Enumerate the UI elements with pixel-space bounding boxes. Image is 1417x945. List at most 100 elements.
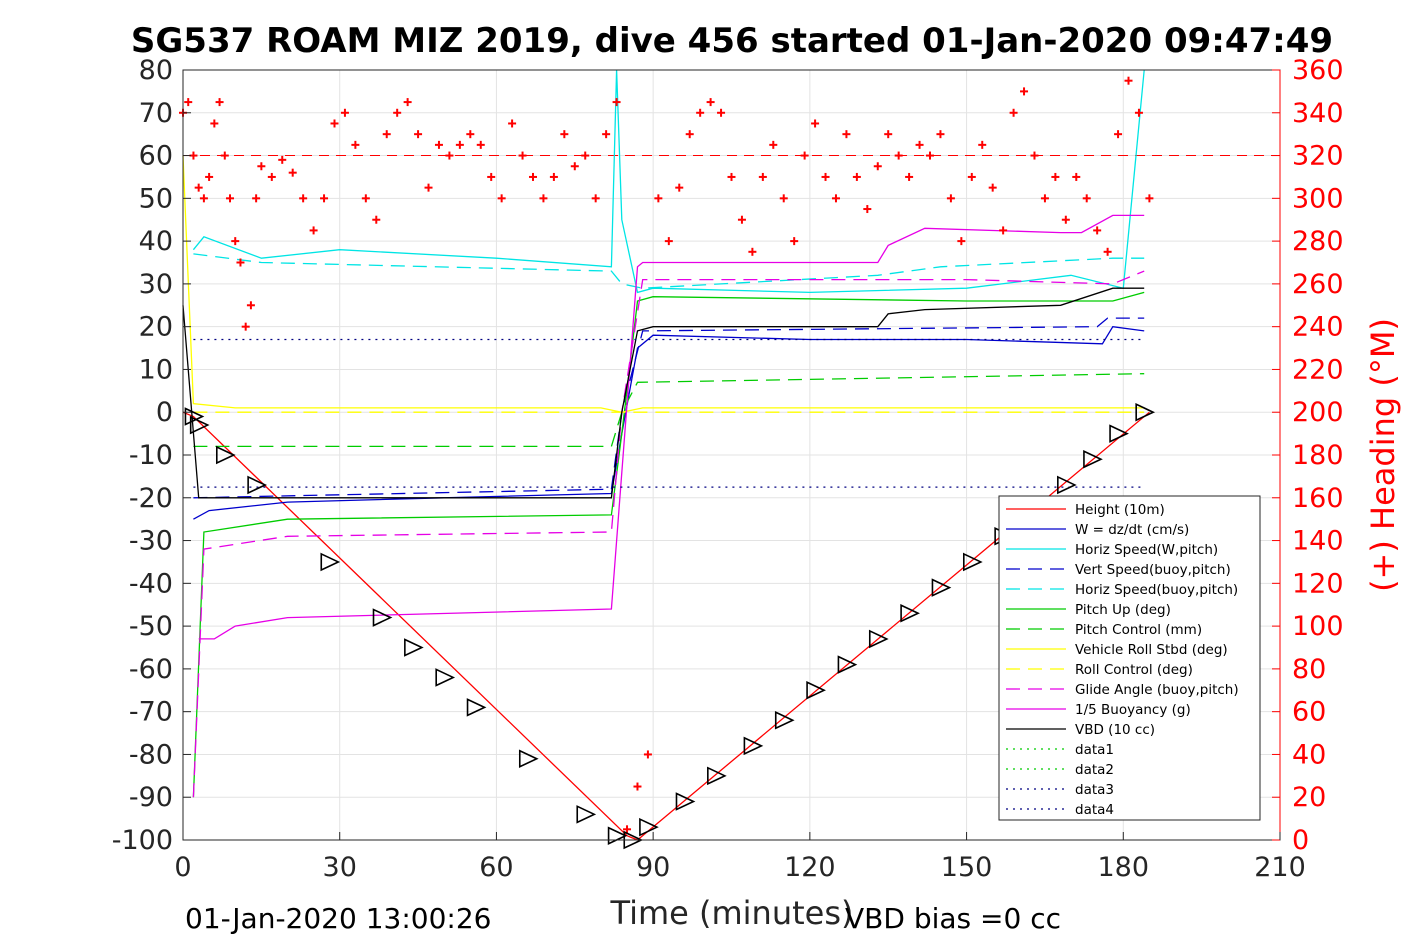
heading-point [231,237,240,246]
dive-marker [466,698,487,717]
heading-point [1103,247,1112,256]
y-right-tick-label: 100 [1292,611,1344,642]
y-right-tick-label: 340 [1292,98,1344,129]
heading-point [685,130,694,139]
y-right-tick-label: 180 [1292,440,1344,471]
dive-marker [320,552,341,572]
heading-point [215,98,224,107]
heading-point [748,247,757,256]
heading-point [393,108,402,117]
y-tick-label: 0 [156,397,173,428]
heading-point [309,226,318,235]
heading-point [675,183,684,192]
dive-marker [184,407,205,426]
heading-point [560,130,569,139]
heading-point [779,194,788,203]
y-tick-label: -100 [112,825,173,856]
heading-point [508,119,517,128]
dive-marker [868,629,889,649]
heading-point [988,183,997,192]
y-tick-label: 20 [139,312,173,343]
heading-point [863,205,872,214]
y-tick-label: 50 [139,183,173,214]
heading-point [967,172,976,181]
heading-point [633,782,642,791]
heading-point [706,98,715,107]
dive-marker [1109,424,1129,443]
dive-marker [518,749,539,768]
dive-marker [707,766,727,786]
x-tick-label: 210 [1254,852,1306,883]
legend-label-1: W = dz/dt (cm/s) [1075,522,1189,538]
y-tick-label: 80 [139,55,173,86]
heading-point [372,215,381,224]
heading-point [257,162,266,171]
y-tick-label: 10 [139,354,173,385]
series-line-11 [182,287,1145,499]
y-tick-label: -50 [129,611,173,642]
heading-point [612,98,621,107]
legend-box [998,495,1261,821]
series-line-7 [182,155,1145,413]
heading-point [926,151,935,160]
y-tick-label: -90 [129,782,173,813]
y-right-tick-label: 200 [1292,397,1344,428]
heading-point [361,194,370,203]
heading-point [466,130,475,139]
heading-point [320,194,329,203]
y-right-tick-label: 160 [1292,483,1344,514]
legend-label-5: Pitch Up (deg) [1075,602,1171,618]
heading-point [591,194,600,203]
x-tick-label: 120 [784,852,836,883]
heading-point [811,119,820,128]
heading-point [288,168,297,177]
y-right-tick-label: 120 [1292,568,1344,599]
heading-point [873,162,882,171]
heading-point [226,194,235,203]
heading-point [852,172,861,181]
heading-point [1124,76,1133,85]
dive-marker [962,552,983,572]
heading-point [790,237,799,246]
heading-point [434,140,443,149]
heading-point [246,301,255,310]
dive-marker [404,638,424,657]
heading-point [623,825,632,834]
series-line-3 [193,317,1145,499]
heading-point [936,130,945,139]
y-right-tick-label: 280 [1292,226,1344,257]
legend-label-11: VBD (10 cc) [1075,722,1155,738]
heading-point [205,172,214,181]
legend-label-6: Pitch Control (mm) [1075,622,1202,638]
legend-label-7: Vehicle Roll Stbd (deg) [1075,642,1228,658]
heading-point [1093,226,1102,235]
y-tick-label: -40 [129,568,173,599]
heading-point [643,750,652,759]
x-tick-label: 180 [1098,852,1150,883]
heading-point [1040,194,1049,203]
heading-point [445,151,454,160]
heading-point [1114,130,1123,139]
y-right-tick-label: 0 [1292,825,1309,856]
y-axis-right-label: (+) Heading (°M) [1364,318,1402,592]
heading-point [241,322,250,331]
heading-point [758,172,767,181]
heading-point [737,215,746,224]
series-line-10 [198,214,1145,640]
heading-point [884,130,893,139]
y-axis-right: 3603403203002802602402202001801601401201… [1272,55,1344,856]
x-tick-label: 30 [323,852,357,883]
dive-marker [1083,450,1103,469]
legend-label-12: data1 [1075,742,1114,758]
heading-point [455,140,464,149]
dive-marker [900,604,920,623]
y-right-tick-label: 300 [1292,183,1344,214]
x-tick-label: 90 [636,852,670,883]
heading-point [199,194,208,203]
legend-label-4: Horiz Speed(buoy,pitch) [1075,582,1238,598]
series-line-1 [193,325,1145,520]
heading-point [570,162,579,171]
dive-marker [215,445,236,465]
y-tick-label: -70 [129,697,173,728]
heading-point [769,140,778,149]
